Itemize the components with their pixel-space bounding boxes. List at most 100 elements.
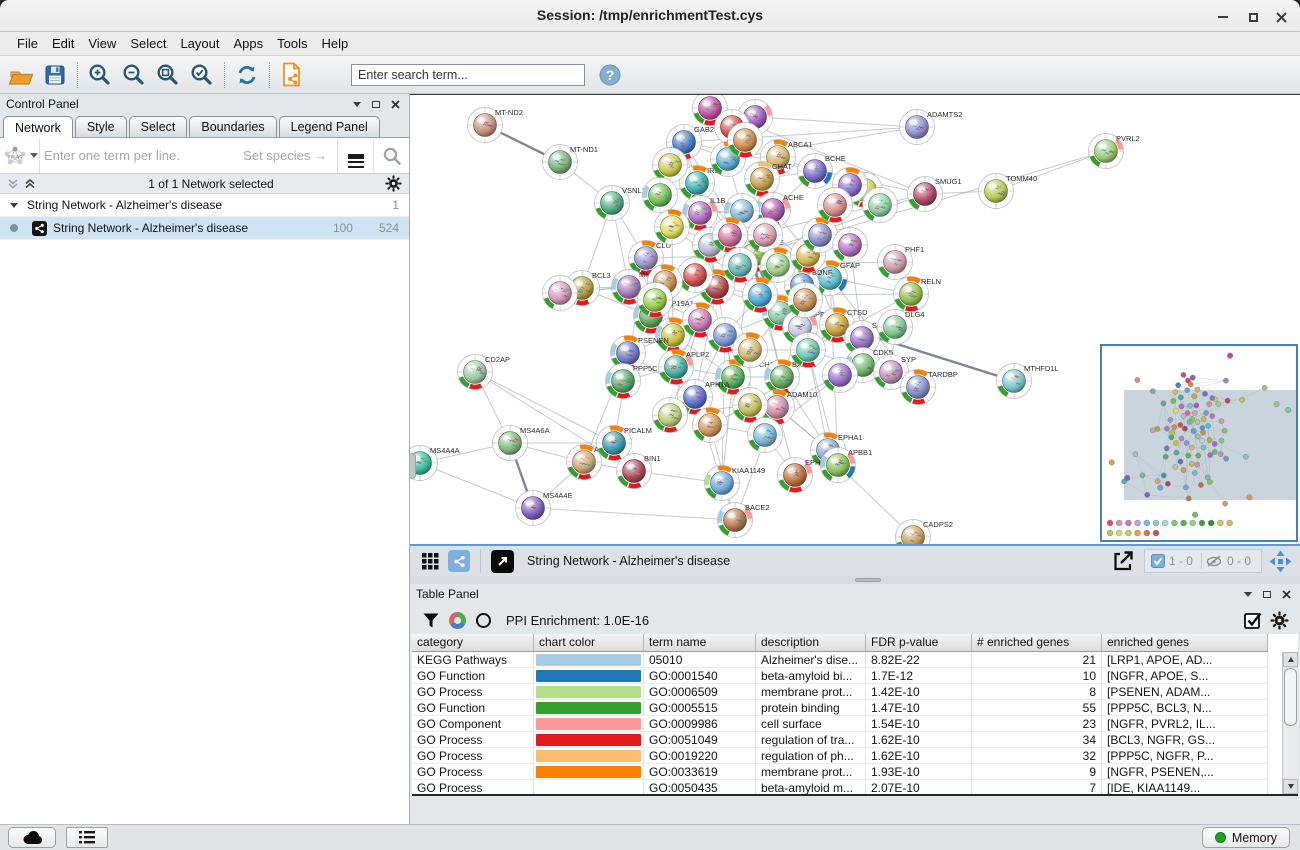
table-row[interactable]: GO Function GO:0005515 protein binding 1.47… bbox=[412, 700, 1282, 716]
graph-node-cadps2[interactable]: CADPS2 bbox=[895, 519, 954, 545]
help-button[interactable]: ? bbox=[593, 59, 627, 91]
minimize-button[interactable] bbox=[1210, 8, 1236, 26]
graph-node-n89[interactable] bbox=[652, 397, 688, 433]
tree-expanded-icon[interactable] bbox=[10, 202, 18, 208]
network-collection-row[interactable]: String Network - Alzheimer's disease 1 bbox=[0, 194, 409, 217]
graph-node-bche[interactable]: BCHE bbox=[797, 153, 846, 189]
graph-node-n78[interactable] bbox=[677, 257, 713, 293]
graph-node-syp[interactable]: SYP bbox=[873, 354, 917, 390]
zoom-selected-button[interactable] bbox=[185, 59, 219, 91]
panel-close-button[interactable] bbox=[1278, 587, 1294, 601]
collapse-all-icon[interactable] bbox=[7, 178, 20, 190]
gear-icon[interactable] bbox=[385, 175, 402, 192]
open-session-button[interactable] bbox=[4, 59, 38, 91]
table-row[interactable]: GO Process GO:0050435 beta-amyloid m... 2.0… bbox=[412, 780, 1282, 794]
search-input[interactable] bbox=[351, 63, 585, 86]
memory-button[interactable]: Memory bbox=[1201, 827, 1290, 848]
graph-node-phf1[interactable]: PHF1 bbox=[877, 244, 925, 280]
column-header-enriched-genes[interactable]: # enriched genes bbox=[972, 634, 1102, 652]
grid-view-button[interactable] bbox=[416, 545, 444, 577]
menu-apps[interactable]: Apps bbox=[233, 36, 264, 51]
graph-node-ms4a4a[interactable]: MS4A4A bbox=[410, 445, 460, 481]
graph-node-kiaa1149[interactable]: KIAA1149 bbox=[704, 465, 766, 501]
graph-node-n80[interactable] bbox=[637, 282, 673, 318]
menu-file[interactable]: File bbox=[17, 36, 38, 51]
menu-edit[interactable]: Edit bbox=[51, 36, 75, 51]
graph-node-aplp2[interactable]: APLP2 bbox=[658, 349, 710, 385]
graph-node-clu[interactable]: CLU bbox=[628, 240, 672, 276]
network-row[interactable]: String Network - Alzheimer's disease 100… bbox=[0, 217, 409, 240]
splitter-grip[interactable] bbox=[855, 578, 881, 582]
panel-menu-button[interactable] bbox=[1240, 587, 1256, 601]
navigate-button[interactable] bbox=[1266, 545, 1294, 577]
graph-node-n76[interactable] bbox=[742, 277, 778, 313]
graph-node-mt-nd2[interactable]: MT-ND2 bbox=[467, 107, 523, 143]
graph-node-n88[interactable] bbox=[747, 417, 783, 453]
maximize-button[interactable] bbox=[1240, 8, 1266, 26]
export-network-button[interactable] bbox=[1106, 545, 1140, 577]
detach-view-button[interactable] bbox=[487, 545, 517, 577]
column-header-term-name[interactable]: term name bbox=[644, 634, 756, 652]
task-history-button[interactable] bbox=[66, 827, 108, 848]
graph-node-epha3[interactable]: EPHA3 bbox=[777, 457, 830, 493]
graph-node-n62[interactable] bbox=[642, 177, 678, 213]
graph-node-cd2ap[interactable]: CD2AP bbox=[457, 354, 511, 390]
string-options-button[interactable] bbox=[337, 138, 373, 173]
column-header-category[interactable]: category bbox=[412, 634, 534, 652]
horizontal-splitter[interactable] bbox=[410, 576, 1300, 584]
graph-node-smug1[interactable]: SMUG1 bbox=[907, 176, 962, 212]
birds-eye-view[interactable] bbox=[1100, 344, 1298, 542]
graph-node-n64[interactable] bbox=[692, 227, 728, 263]
scroll-thumb[interactable] bbox=[1284, 668, 1297, 726]
graph-node-gfap[interactable]: GFAP bbox=[812, 260, 861, 296]
scroll-up-button[interactable] bbox=[1283, 652, 1298, 667]
graph-node-n59[interactable] bbox=[652, 147, 688, 183]
import-network-button[interactable] bbox=[275, 59, 309, 91]
tab-style[interactable]: Style bbox=[74, 116, 127, 137]
graph-node-tomm40[interactable]: TOMM40 bbox=[978, 173, 1038, 209]
graph-node-bin1[interactable]: BIN1 bbox=[616, 453, 661, 489]
graph-node-n83[interactable] bbox=[732, 332, 768, 368]
graph-node-n86[interactable] bbox=[732, 387, 768, 423]
panel-menu-button[interactable] bbox=[349, 97, 365, 111]
chart-colors-button[interactable] bbox=[444, 607, 470, 633]
graph-node-ms4a6a[interactable]: MS4A6A bbox=[492, 425, 550, 461]
menu-layout[interactable]: Layout bbox=[180, 36, 220, 51]
graph-node-reln[interactable]: RELN bbox=[893, 276, 942, 312]
select-columns-button[interactable] bbox=[1240, 607, 1266, 633]
graph-node-dlg4[interactable]: DLG4 bbox=[877, 309, 925, 345]
graph-node-n65[interactable] bbox=[712, 217, 748, 253]
menu-select[interactable]: Select bbox=[130, 36, 167, 51]
column-header-enriched-genes[interactable]: enriched genes bbox=[1102, 634, 1268, 652]
string-protein-query-button[interactable]: STRING bbox=[0, 138, 40, 173]
graph-node-adamts2[interactable]: ADAMTS2 bbox=[899, 109, 963, 145]
graph-node-ctsd[interactable]: CTSD bbox=[819, 307, 869, 343]
graph-node-n77[interactable] bbox=[787, 282, 823, 318]
graph-node-chat[interactable]: CHAT bbox=[744, 161, 793, 197]
graph-node-n67[interactable] bbox=[722, 247, 758, 283]
zoom-fit-button[interactable] bbox=[151, 59, 185, 91]
table-row[interactable]: KEGG Pathways 05010 Alzheimer's dise... 8.8… bbox=[412, 652, 1282, 668]
graph-node-n68[interactable] bbox=[760, 247, 796, 283]
cloud-button[interactable] bbox=[8, 827, 56, 848]
graph-node-n73[interactable] bbox=[862, 187, 898, 223]
table-row[interactable]: GO Process GO:0006509 membrane prot... 1.42… bbox=[412, 684, 1282, 700]
table-row[interactable]: GO Process GO:0051049 regulation of tra...… bbox=[412, 732, 1282, 748]
table-row[interactable]: GO Function GO:0001540 beta-amyloid bi... 1… bbox=[412, 668, 1282, 684]
graph-node-n81[interactable] bbox=[682, 302, 718, 338]
graph-node-pvrl2[interactable]: PVRL2 bbox=[1088, 133, 1140, 169]
panel-close-button[interactable] bbox=[387, 97, 403, 111]
graph-node-bace1[interactable]: BACE1 bbox=[764, 359, 817, 395]
tab-boundaries[interactable]: Boundaries bbox=[189, 116, 277, 137]
graph-node-n85[interactable] bbox=[822, 357, 858, 393]
graph-node-n70[interactable] bbox=[802, 217, 838, 253]
graph-node-vsnl1[interactable]: VSNL1 bbox=[594, 185, 646, 221]
zoom-out-button[interactable] bbox=[117, 59, 151, 91]
save-session-button[interactable] bbox=[38, 59, 72, 91]
graph-node-n87[interactable] bbox=[692, 407, 728, 443]
network-view-type-button[interactable] bbox=[444, 545, 474, 577]
graph-node-adam10[interactable]: ADAM10 bbox=[759, 389, 818, 425]
scroll-down-button[interactable] bbox=[1283, 779, 1298, 794]
graph-node-bace2[interactable]: BACE2 bbox=[717, 502, 770, 538]
graph-node-mt-nd1[interactable]: MT-ND1 bbox=[542, 144, 598, 180]
